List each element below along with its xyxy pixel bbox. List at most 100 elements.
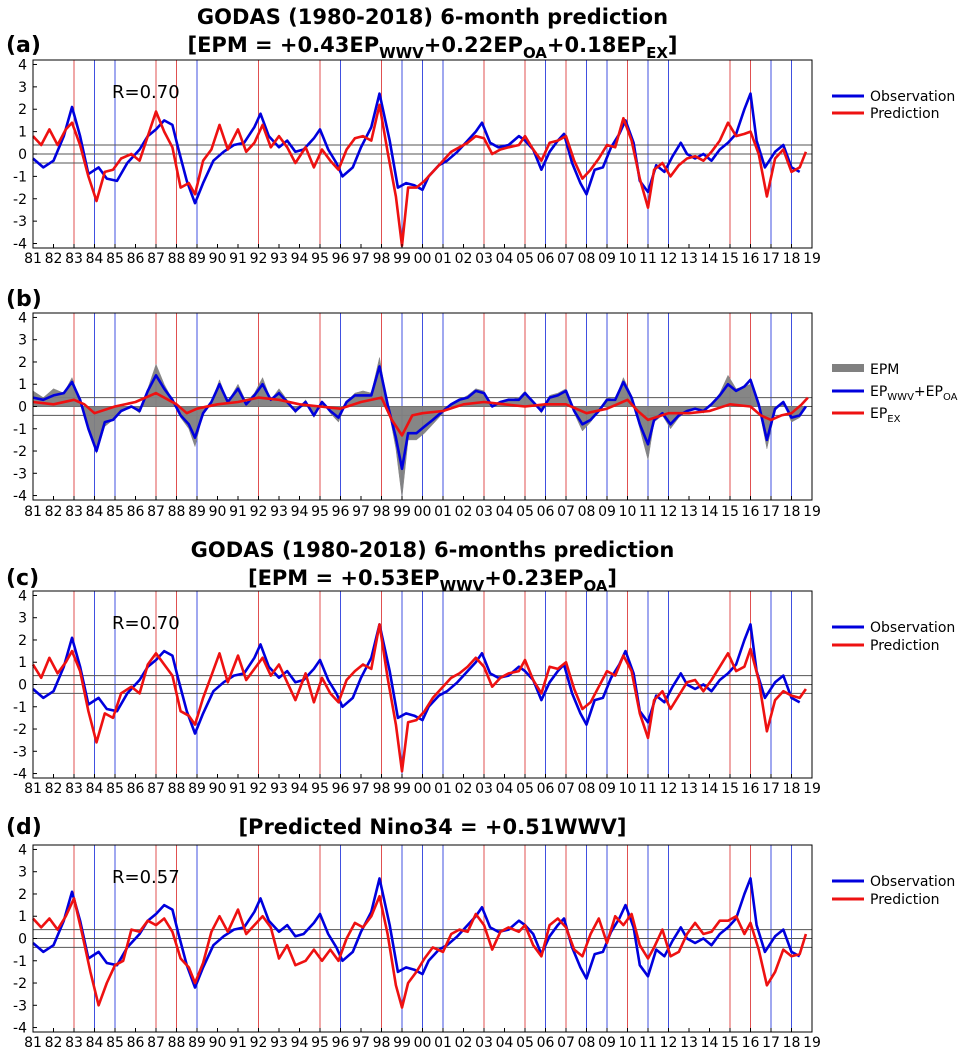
title-part-prefix: [Predicted Nino34 = +0.51WWV]: [238, 815, 626, 839]
legend-label: Observation: [870, 89, 955, 105]
y-tick-label: 0: [18, 400, 27, 416]
title-part-suffix: ]: [607, 566, 617, 590]
x-tick-label: 09: [598, 781, 616, 797]
x-tick-label: 88: [168, 251, 186, 267]
x-tick-label: 16: [742, 1035, 760, 1051]
x-tick-label: 03: [475, 1035, 493, 1051]
x-tick-label: 82: [45, 781, 63, 797]
y-tick-label: -1: [13, 954, 27, 970]
y-tick-label: 4: [18, 57, 27, 73]
title-part-sub1: WWV: [379, 44, 424, 62]
x-tick-label: 04: [496, 251, 514, 267]
x-tick-label: 06: [537, 251, 555, 267]
x-tick-label: 00: [414, 251, 432, 267]
x-tick-label: 97: [352, 504, 370, 520]
title-part-mid1: +0.22EP: [424, 33, 523, 57]
x-tick-label: 85: [106, 504, 124, 520]
x-tick-label: 01: [434, 781, 452, 797]
x-tick-label: 04: [496, 504, 514, 520]
x-tick-label: 92: [250, 251, 268, 267]
x-tick-label: 08: [578, 251, 596, 267]
x-tick-label: 15: [721, 781, 739, 797]
x-tick-label: 94: [291, 781, 309, 797]
x-tick-label: 87: [147, 1035, 165, 1051]
x-tick-label: 99: [393, 504, 411, 520]
x-tick-label: 15: [721, 504, 739, 520]
y-tick-label: -1: [13, 169, 27, 185]
x-tick-label: 18: [783, 781, 801, 797]
x-tick-label: 09: [598, 251, 616, 267]
x-tick-label: 99: [393, 1035, 411, 1051]
y-tick-label: -3: [13, 744, 27, 760]
x-tick-label: 14: [701, 251, 719, 267]
x-tick-label: 13: [680, 781, 698, 797]
x-tick-label: 11: [639, 251, 657, 267]
x-tick-label: 81: [24, 781, 42, 797]
x-tick-label: 90: [209, 1035, 227, 1051]
x-tick-label: 89: [188, 504, 206, 520]
x-tick-label: 08: [578, 1035, 596, 1051]
y-tick-label: -4: [13, 767, 27, 783]
x-tick-label: 11: [639, 504, 657, 520]
title-part-prefix: [EPM = +0.53EP: [248, 566, 440, 590]
title-part-sub3: EX: [646, 44, 668, 62]
x-tick-label: 19: [803, 504, 821, 520]
y-tick-label: 1: [18, 909, 27, 925]
x-tick-label: 02: [455, 781, 473, 797]
title-part-suffix: ]: [668, 33, 678, 57]
x-tick-label: 16: [742, 781, 760, 797]
legend-label: EPWWV+EPOA: [870, 384, 958, 403]
x-tick-label: 82: [45, 251, 63, 267]
x-tick-label: 16: [742, 251, 760, 267]
x-tick-label: 94: [291, 251, 309, 267]
legend-text: Observation: [870, 620, 955, 636]
x-tick-label: 84: [86, 504, 104, 520]
y-tick-label: -1: [13, 700, 27, 716]
panel-label: (d): [6, 815, 42, 840]
x-tick-label: 09: [598, 504, 616, 520]
x-tick-label: 92: [250, 504, 268, 520]
y-tick-label: 2: [18, 887, 27, 903]
legend-text: EPM: [870, 362, 899, 378]
x-tick-label: 93: [270, 781, 288, 797]
x-tick-label: 15: [721, 1035, 739, 1051]
x-tick-label: 03: [475, 781, 493, 797]
x-tick-label: 12: [660, 251, 678, 267]
x-tick-label: 87: [147, 504, 165, 520]
x-tick-label: 01: [434, 504, 452, 520]
x-tick-label: 93: [270, 504, 288, 520]
series-line-prediction: [32, 391, 809, 437]
x-tick-label: 89: [188, 1035, 206, 1051]
x-tick-label: 99: [393, 251, 411, 267]
x-tick-label: 19: [803, 251, 821, 267]
series-line-observation: [32, 623, 801, 735]
x-tick-label: 09: [598, 1035, 616, 1051]
x-tick-label: 86: [127, 781, 145, 797]
legend-text: Observation: [870, 89, 955, 105]
x-tick-label: 17: [762, 781, 780, 797]
x-tick-label: 96: [332, 781, 350, 797]
legend-text: EP: [870, 406, 887, 422]
y-tick-label: -2: [13, 722, 27, 738]
series-line-prediction: [31, 623, 807, 773]
legend-text: EP: [870, 384, 887, 400]
x-tick-label: 91: [229, 251, 247, 267]
x-tick-label: 91: [229, 504, 247, 520]
legend-subscript: OA: [943, 392, 958, 403]
title-part-mid1: +0.23EP: [484, 566, 583, 590]
x-tick-label: 18: [783, 1035, 801, 1051]
x-tick-label: 10: [619, 1035, 637, 1051]
x-tick-label: 89: [188, 251, 206, 267]
x-tick-label: 96: [332, 1035, 350, 1051]
x-tick-label: 10: [619, 251, 637, 267]
y-tick-label: 3: [18, 865, 27, 881]
x-tick-label: 86: [127, 1035, 145, 1051]
title-part-sub1: WWV: [440, 577, 485, 595]
x-tick-label: 13: [680, 504, 698, 520]
y-tick-label: 3: [18, 333, 27, 349]
y-tick-label: 2: [18, 102, 27, 118]
series-line-prediction: [32, 103, 808, 248]
x-tick-label: 99: [393, 781, 411, 797]
legend-label: Observation: [870, 874, 955, 890]
x-tick-label: 93: [270, 251, 288, 267]
